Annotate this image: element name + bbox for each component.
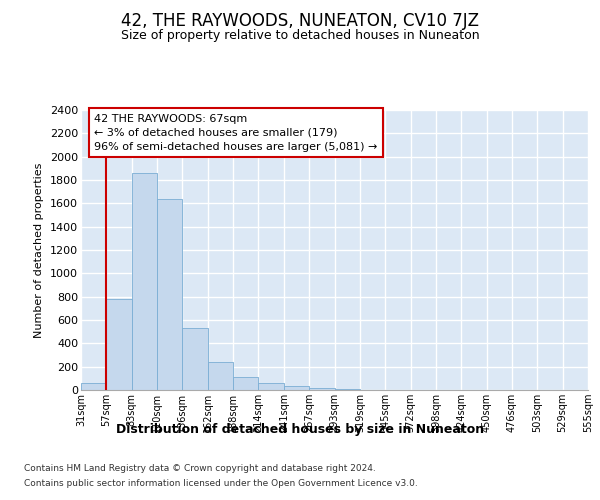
Bar bbox=[284, 386, 309, 390]
Bar bbox=[208, 362, 233, 390]
Bar bbox=[106, 299, 132, 390]
Text: Distribution of detached houses by size in Nuneaton: Distribution of detached houses by size … bbox=[116, 422, 484, 436]
Text: 42 THE RAYWOODS: 67sqm
← 3% of detached houses are smaller (179)
96% of semi-det: 42 THE RAYWOODS: 67sqm ← 3% of detached … bbox=[94, 114, 377, 152]
Text: Contains public sector information licensed under the Open Government Licence v3: Contains public sector information licen… bbox=[24, 479, 418, 488]
Bar bbox=[259, 383, 284, 390]
Bar bbox=[182, 328, 208, 390]
Y-axis label: Number of detached properties: Number of detached properties bbox=[34, 162, 44, 338]
Bar bbox=[309, 388, 335, 390]
Bar bbox=[233, 377, 259, 390]
Bar bbox=[157, 198, 182, 390]
Text: Contains HM Land Registry data © Crown copyright and database right 2024.: Contains HM Land Registry data © Crown c… bbox=[24, 464, 376, 473]
Text: Size of property relative to detached houses in Nuneaton: Size of property relative to detached ho… bbox=[121, 29, 479, 42]
Text: 42, THE RAYWOODS, NUNEATON, CV10 7JZ: 42, THE RAYWOODS, NUNEATON, CV10 7JZ bbox=[121, 12, 479, 30]
Bar bbox=[132, 173, 157, 390]
Bar bbox=[81, 383, 106, 390]
